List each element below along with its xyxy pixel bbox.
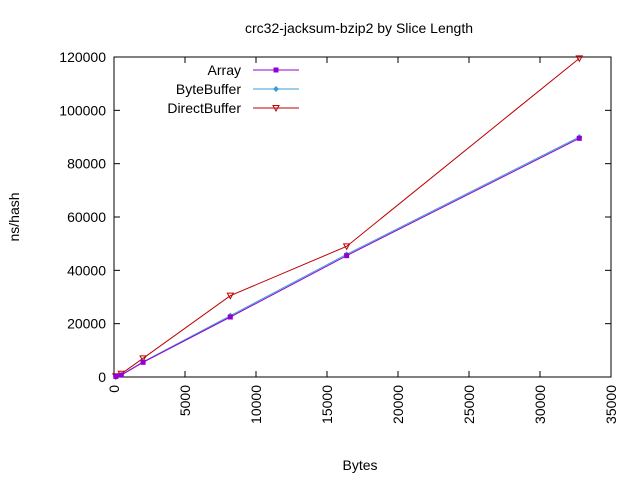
y-tick-label: 20000 (67, 316, 106, 332)
data-point-array (118, 372, 124, 378)
data-point-array (227, 314, 233, 320)
x-tick-label: 30000 (532, 385, 548, 424)
y-tick-label: 60000 (67, 209, 106, 225)
data-point-array (113, 373, 119, 379)
legend: Array ByteBuffer DirectBuffer (167, 62, 299, 116)
y-tick-label: 80000 (67, 156, 106, 172)
data-point-array (344, 253, 350, 259)
legend-marker-directbuffer (272, 105, 280, 113)
legend-label-directbuffer: DirectBuffer (167, 100, 241, 116)
x-tick-label: 0 (106, 385, 122, 393)
series-group (111, 55, 584, 381)
x-axis-label: Bytes (342, 457, 377, 473)
y-axis-label: ns/hash (6, 192, 22, 241)
chart-title: crc32-jacksum-bzip2 by Slice Length (245, 20, 473, 36)
series-array (113, 135, 582, 379)
x-tick-label: 10000 (248, 385, 264, 424)
legend-label-array: Array (208, 62, 241, 78)
legend-marker-array (273, 67, 279, 73)
legend-marker-bytebuffer (273, 86, 279, 92)
x-tick-label: 35000 (603, 385, 619, 424)
y-tick-label: 40000 (67, 262, 106, 278)
x-tick-label: 15000 (319, 385, 335, 424)
legend-label-bytebuffer: ByteBuffer (176, 81, 241, 97)
x-tick-label: 5000 (177, 385, 193, 416)
data-point-array (140, 359, 146, 365)
data-point-directbuffer (139, 355, 147, 363)
data-point-directbuffer (575, 55, 584, 63)
x-tick-label: 25000 (461, 385, 477, 424)
data-point-directbuffer (226, 292, 235, 300)
y-tick-label: 120000 (59, 49, 106, 65)
y-tick-label: 100000 (59, 102, 106, 118)
x-tick-label: 20000 (390, 385, 406, 424)
y-tick-label: 0 (98, 369, 106, 385)
data-point-directbuffer (342, 243, 351, 251)
axis-ticks: 0 20000 40000 60000 80000 100000 120000 0 5000 10… (59, 49, 619, 424)
data-point-array (576, 135, 582, 141)
